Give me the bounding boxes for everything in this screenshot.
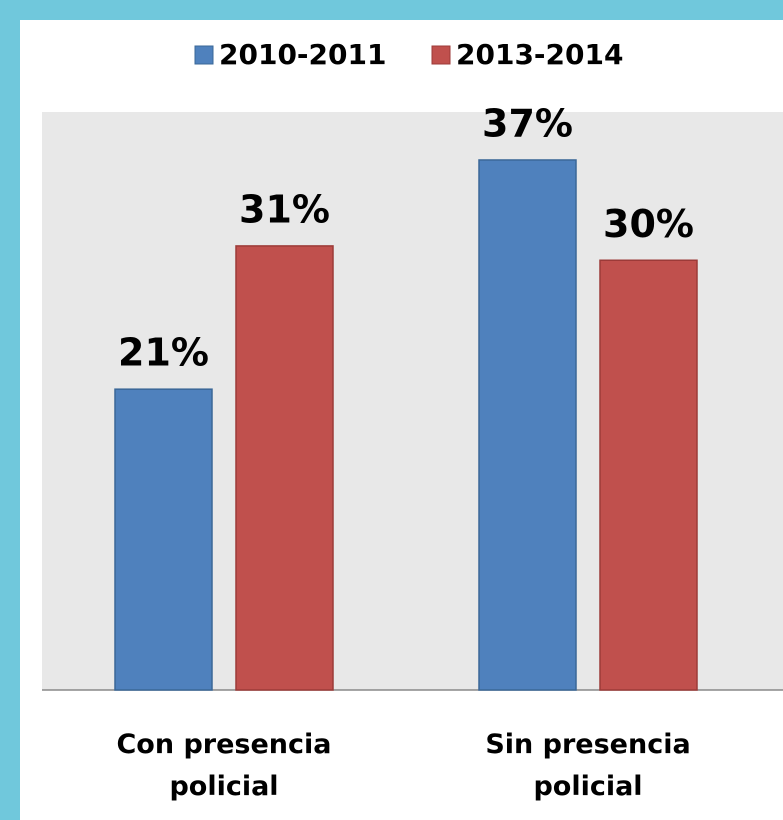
legend-label: 2010-2011 <box>219 38 386 71</box>
bar <box>478 159 577 691</box>
bar <box>599 259 698 691</box>
value-label: 37% <box>482 101 573 145</box>
frame-left <box>0 0 20 820</box>
value-label: 31% <box>239 187 330 231</box>
bar <box>235 245 334 691</box>
legend-swatch <box>431 45 451 65</box>
frame-top <box>0 0 783 20</box>
x-tick-label: Sin presencia policial <box>485 729 691 802</box>
x-tick-label: Con presencia policial <box>116 729 332 802</box>
legend-label: 2013-2014 <box>456 38 623 71</box>
value-label: 21% <box>118 331 209 375</box>
bar <box>114 388 213 691</box>
legend-swatch <box>194 45 214 65</box>
value-label: 30% <box>603 202 694 246</box>
